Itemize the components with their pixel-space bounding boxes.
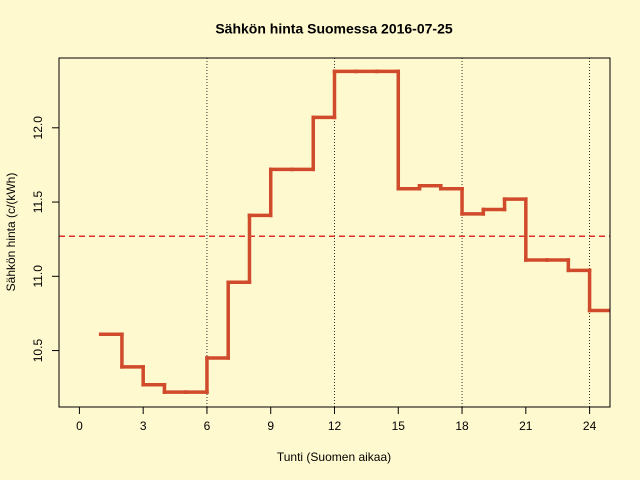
- x-tick-label: 18: [455, 419, 469, 433]
- x-tick-label: 24: [583, 419, 597, 433]
- x-tick-label: 6: [204, 419, 211, 433]
- y-tick-label: 11.0: [31, 265, 45, 288]
- plot-area: [59, 58, 610, 407]
- x-tick-label: 0: [76, 419, 83, 433]
- y-axis-label: Sähkön hinta (c/(kWh): [4, 173, 18, 292]
- x-tick-label: 15: [392, 419, 406, 433]
- y-tick-label: 10.5: [31, 339, 45, 363]
- chart-title: Sähkön hinta Suomessa 2016-07-25: [215, 21, 453, 37]
- x-tick-label: 9: [267, 419, 274, 433]
- y-tick-label: 12.0: [31, 116, 45, 140]
- x-tick-label: 21: [519, 419, 533, 433]
- x-axis-label: Tunti (Suomen aikaa): [277, 450, 391, 464]
- y-tick-label: 11.5: [31, 190, 45, 213]
- x-tick-label: 12: [328, 419, 342, 433]
- x-tick-label: 3: [140, 419, 147, 433]
